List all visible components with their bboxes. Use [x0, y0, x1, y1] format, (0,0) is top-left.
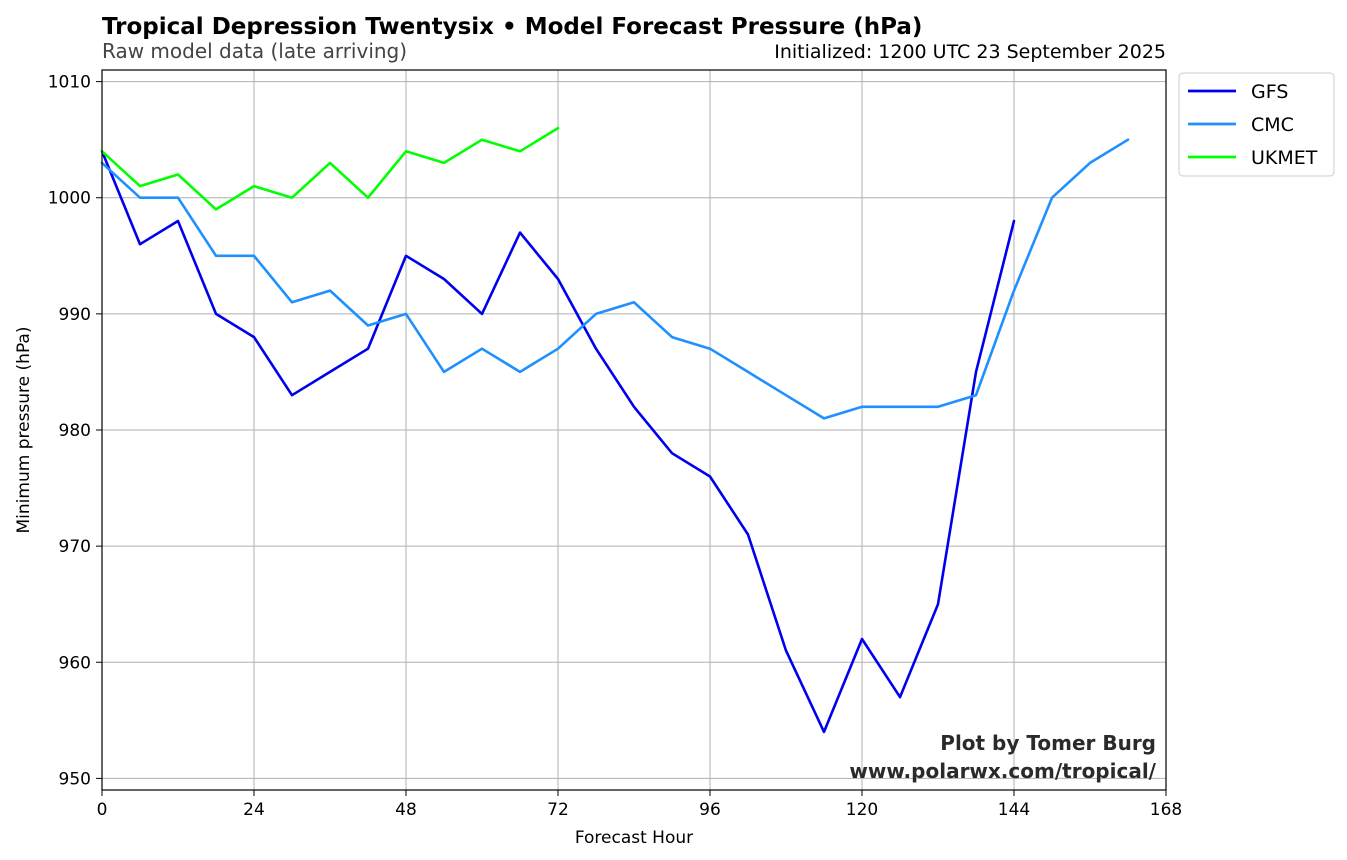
x-tick-label: 96	[699, 800, 721, 820]
x-tick-label: 48	[395, 800, 417, 820]
x-axis: 0 24 48 72 96 120 144 168	[97, 790, 1182, 820]
legend-box	[1178, 72, 1335, 177]
series-line-gfs	[100, 150, 1016, 734]
legend: GFS CMC UKMET	[1178, 72, 1335, 177]
y-tick-label: 990	[59, 305, 91, 325]
series-line-ukmet	[100, 126, 560, 211]
initialized-time: Initialized: 1200 UTC 23 September 2025	[774, 41, 1166, 63]
series-line-cmc	[100, 138, 1130, 420]
y-tick-label: 960	[59, 653, 91, 673]
y-tick-label: 950	[59, 769, 91, 789]
y-tick-label: 1000	[48, 189, 91, 209]
x-tick-label: 168	[1150, 800, 1182, 820]
x-axis-label: Forecast Hour	[575, 828, 693, 848]
grid	[102, 70, 1166, 790]
y-tick-label: 1010	[48, 73, 91, 93]
credit-url: www.polarwx.com/tropical/	[849, 759, 1156, 783]
y-axis: 950 960 970 980 990 1000 1010	[48, 73, 102, 789]
chart-subtitle: Raw model data (late arriving)	[102, 39, 407, 63]
series-lines	[100, 126, 1130, 734]
y-tick-label: 970	[59, 537, 91, 557]
x-tick-label: 0	[97, 800, 108, 820]
credit-author: Plot by Tomer Burg	[940, 731, 1156, 755]
chart-title: Tropical Depression Twentysix • Model Fo…	[102, 14, 922, 40]
legend-label-ukmet: UKMET	[1251, 147, 1318, 169]
x-tick-label: 24	[243, 800, 265, 820]
x-tick-label: 144	[998, 800, 1030, 820]
x-tick-label: 72	[547, 800, 569, 820]
legend-label-gfs: GFS	[1251, 81, 1288, 103]
y-tick-label: 980	[59, 421, 91, 441]
legend-label-cmc: CMC	[1251, 114, 1294, 136]
y-axis-label: Minimum pressure (hPa)	[14, 327, 34, 534]
x-tick-label: 120	[846, 800, 878, 820]
